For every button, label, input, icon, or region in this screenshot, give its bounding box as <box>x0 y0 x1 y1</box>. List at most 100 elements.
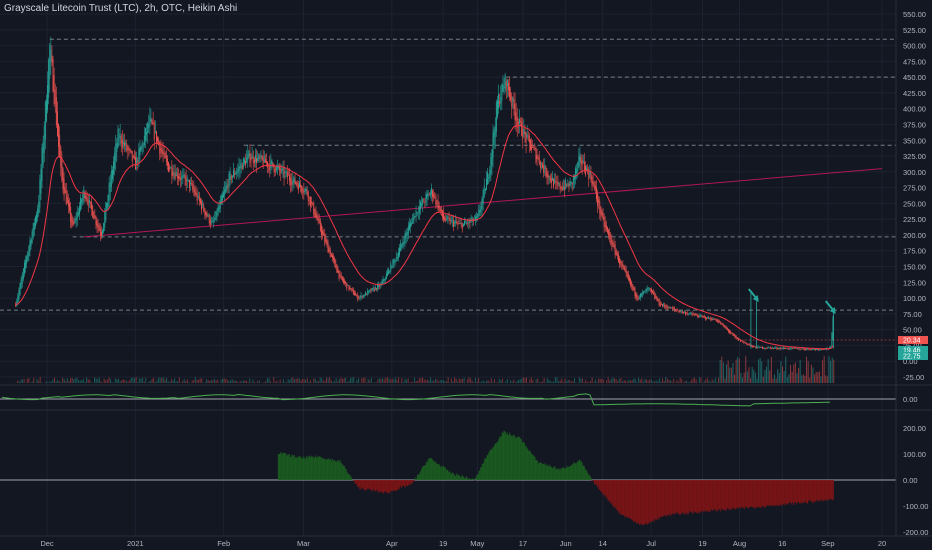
candle-body <box>384 278 386 281</box>
volume-bar <box>351 377 353 383</box>
histogram-bar <box>531 454 533 480</box>
histogram-bar <box>551 467 553 480</box>
histogram-bar <box>380 480 382 492</box>
candle-body <box>393 259 395 264</box>
histogram-bar <box>604 480 606 497</box>
candle-body <box>713 319 715 320</box>
volume-bar <box>436 379 438 383</box>
histogram-bar <box>684 480 686 515</box>
candle-body <box>549 176 551 181</box>
price-tick-label: 400.00 <box>903 105 926 114</box>
candle-body <box>607 227 608 233</box>
histogram-bar <box>538 462 540 480</box>
histogram-bar <box>672 480 674 514</box>
volume-bar <box>265 381 267 383</box>
candle-body <box>701 315 703 317</box>
histogram-bar <box>461 475 463 480</box>
histogram-bar <box>363 480 365 490</box>
volume-bar <box>591 377 593 383</box>
histogram-bar <box>287 455 289 480</box>
candle-body <box>706 317 707 319</box>
histogram-bar <box>801 480 803 504</box>
histogram-bar <box>779 480 781 504</box>
histogram-bar <box>790 480 792 503</box>
histogram-bar <box>633 480 635 522</box>
histogram-bar <box>473 479 475 480</box>
histogram-bar <box>539 462 541 480</box>
histogram-bar <box>715 480 717 512</box>
histogram-bar <box>371 480 373 490</box>
histogram-bar <box>786 480 788 505</box>
candle-body <box>557 182 559 186</box>
volume-bar <box>169 382 171 383</box>
candle-body <box>316 215 318 221</box>
candle-body <box>284 172 286 174</box>
candle-body <box>153 123 155 140</box>
histogram-bar <box>774 480 776 506</box>
histogram-bar <box>278 453 280 480</box>
histogram-bar <box>344 466 346 480</box>
candle-body <box>480 206 482 212</box>
candle-body <box>112 170 113 180</box>
volume-bar <box>505 381 507 383</box>
candle-body <box>147 122 149 134</box>
volume-bar <box>334 381 336 383</box>
candle-body <box>440 209 442 211</box>
candles[interactable] <box>15 36 834 352</box>
candle-body <box>182 175 184 178</box>
histogram-bar <box>379 480 381 493</box>
volume-bar <box>719 359 721 383</box>
histogram-bar <box>456 473 458 480</box>
histogram-bar <box>341 463 342 480</box>
histogram-bar <box>576 463 578 480</box>
volume-bar <box>502 378 504 383</box>
candle-body <box>377 284 379 290</box>
candle-body <box>546 171 548 178</box>
candle-body <box>615 250 617 256</box>
candle-body <box>555 181 557 183</box>
candle-body <box>442 210 443 218</box>
volume-bar <box>28 378 30 383</box>
candle-body <box>123 141 124 144</box>
histogram-bar <box>563 466 565 480</box>
histogram-bar <box>286 453 288 480</box>
volume-bar <box>449 382 451 383</box>
histogram-bar <box>512 435 514 480</box>
volume-bar <box>689 381 691 383</box>
histogram-bar <box>319 456 321 480</box>
histogram-bar <box>486 454 488 480</box>
volume-bar <box>241 381 243 383</box>
volume-bar <box>361 378 363 383</box>
candle-body <box>338 270 340 279</box>
price-axis[interactable]: 550.00525.00500.00475.00450.00425.00400.… <box>903 10 928 537</box>
histogram-bar <box>469 479 471 480</box>
histogram-bar <box>702 480 704 511</box>
candle-body <box>464 220 465 225</box>
candle-body <box>343 278 344 283</box>
candle-body <box>346 282 348 289</box>
candle-body <box>205 211 207 216</box>
candle-body <box>801 348 803 350</box>
histogram-bar <box>516 437 518 480</box>
time-axis[interactable]: Dec 2021 Feb Mar Apr 19 May 17 Jun 14 Jul 19 Aug 16 Se… <box>40 539 886 548</box>
candle-body <box>238 166 240 171</box>
histogram-tick-label: -100.00 <box>903 502 928 511</box>
candle-body <box>374 287 376 290</box>
volume-bar <box>206 379 208 383</box>
candle-body <box>556 181 558 184</box>
histogram-bar <box>519 436 521 480</box>
candle-body <box>171 167 173 176</box>
candle-body <box>114 153 116 169</box>
histogram-bar <box>628 480 630 518</box>
price-tag <box>898 352 928 360</box>
candle-body <box>545 167 547 177</box>
candle-body <box>326 240 328 245</box>
volume-bar <box>617 380 619 383</box>
volume-bar <box>250 382 252 383</box>
candle-body <box>28 246 30 257</box>
histogram-bar <box>825 480 827 500</box>
volume-bar <box>81 380 83 383</box>
candle-body <box>52 59 54 92</box>
